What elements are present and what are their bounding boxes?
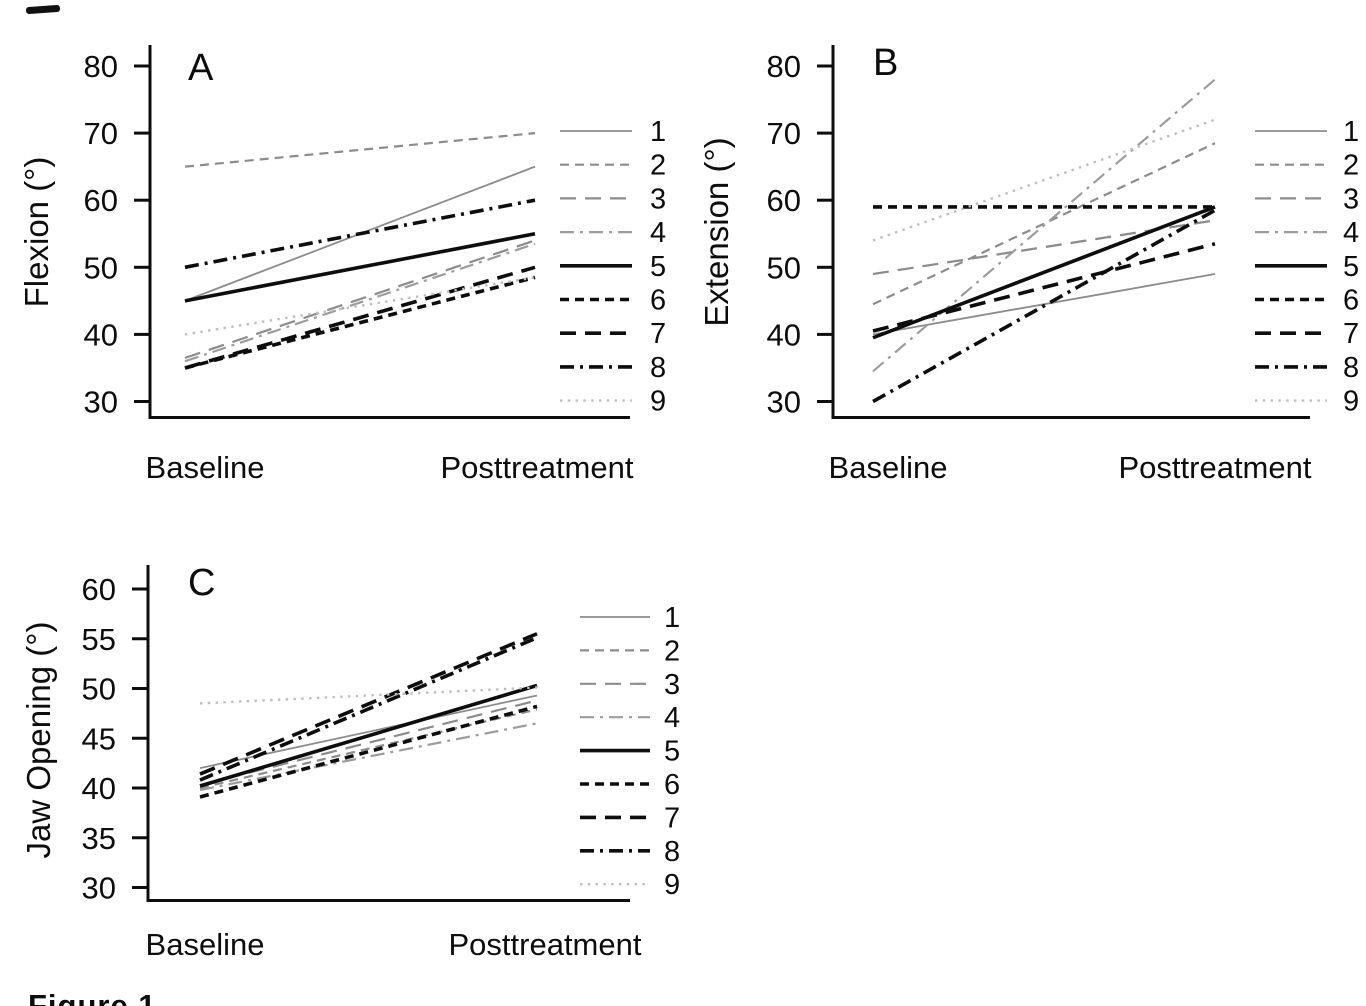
y-tick-label-30: 30 bbox=[82, 871, 116, 906]
y-tick-label-80: 80 bbox=[767, 49, 801, 84]
y-tick-label-60: 60 bbox=[767, 183, 801, 218]
y-tick-label-35: 35 bbox=[82, 821, 116, 856]
legend-label-6: 6 bbox=[1343, 285, 1359, 317]
legend-label-9: 9 bbox=[650, 386, 666, 418]
legend-label-7: 7 bbox=[664, 802, 680, 834]
y-tick-label-40: 40 bbox=[82, 771, 116, 806]
series-line-7 bbox=[199, 632, 538, 776]
legend-label-1: 1 bbox=[664, 602, 680, 634]
legend-label-9: 9 bbox=[664, 869, 680, 901]
legend-label-4: 4 bbox=[1343, 217, 1359, 249]
legend-label-2: 2 bbox=[1343, 150, 1359, 182]
y-tick-label-30: 30 bbox=[767, 385, 801, 420]
y-tick-label-40: 40 bbox=[767, 317, 801, 352]
y-tick-label-80: 80 bbox=[84, 49, 118, 84]
series-line-7 bbox=[184, 265, 536, 370]
series-line-5 bbox=[199, 683, 538, 788]
legend-label-5: 5 bbox=[650, 251, 666, 283]
x-category-label-baseline: Baseline bbox=[146, 450, 265, 485]
legend-label-5: 5 bbox=[1343, 251, 1359, 283]
x-category-label-baseline: Baseline bbox=[829, 450, 948, 485]
legend-label-1: 1 bbox=[1343, 116, 1359, 148]
series-line-9 bbox=[184, 276, 536, 336]
y-axis-label: Extension (°) bbox=[698, 137, 735, 326]
x-category-label-baseline: Baseline bbox=[146, 927, 265, 962]
y-axis-label: Flexion (°) bbox=[18, 157, 55, 308]
panel-c-jaw-opening: 60 55 50 45 40 35 30 Jaw Opening (°) C Baseline Po… bbox=[0, 503, 683, 1006]
flexion-line-chart: 80 70 60 50 40 30 Flexion (°) A Baseline Posttrea… bbox=[18, 45, 666, 485]
legend-label-2: 2 bbox=[650, 150, 666, 182]
series-line-8 bbox=[199, 636, 538, 782]
legend-label-6: 6 bbox=[664, 769, 680, 801]
extension-line-chart: 80 70 60 50 40 30 Extension (°) B Baseline Posttr… bbox=[698, 42, 1359, 485]
panel-title: A bbox=[188, 47, 214, 89]
legend-label-7: 7 bbox=[650, 318, 666, 350]
series-line-6 bbox=[199, 704, 538, 799]
series-line-2 bbox=[184, 132, 536, 168]
legend-label-1: 1 bbox=[650, 116, 666, 148]
series-line-9 bbox=[872, 118, 1216, 242]
legend-label-8: 8 bbox=[664, 836, 680, 868]
legend-label-3: 3 bbox=[664, 669, 680, 701]
legend-label-6: 6 bbox=[650, 285, 666, 317]
series-line-1 bbox=[199, 694, 538, 769]
series-line-3 bbox=[184, 239, 536, 359]
series-line-8 bbox=[872, 208, 1216, 404]
y-tick-label-50: 50 bbox=[84, 250, 118, 285]
x-category-label-posttreatment: Posttreatment bbox=[449, 927, 642, 962]
y-tick-label-45: 45 bbox=[82, 721, 116, 756]
y-tick-label-60: 60 bbox=[84, 183, 118, 218]
series-line-2 bbox=[199, 708, 538, 790]
x-category-label-posttreatment: Posttreatment bbox=[441, 450, 634, 485]
y-tick-label-60: 60 bbox=[82, 572, 116, 607]
panel-title: B bbox=[873, 42, 898, 84]
legend-label-8: 8 bbox=[1343, 352, 1359, 384]
figure-caption: Figure 1 bbox=[28, 988, 157, 1006]
panel-b-extension: 80 70 60 50 40 30 Extension (°) B Baseline Posttr… bbox=[683, 0, 1366, 503]
legend-label-4: 4 bbox=[664, 702, 680, 734]
series-line-8 bbox=[184, 198, 536, 270]
legend-label-2: 2 bbox=[664, 635, 680, 667]
legend-label-3: 3 bbox=[1343, 183, 1359, 215]
series-line-5 bbox=[184, 231, 536, 303]
legend-label-7: 7 bbox=[1343, 318, 1359, 350]
legend-label-3: 3 bbox=[650, 183, 666, 215]
panel-title: C bbox=[188, 562, 215, 604]
y-tick-label-30: 30 bbox=[84, 385, 118, 420]
y-tick-label-55: 55 bbox=[82, 622, 116, 657]
series-line-9 bbox=[199, 686, 538, 705]
legend-label-9: 9 bbox=[1343, 386, 1359, 418]
y-tick-label-70: 70 bbox=[84, 116, 118, 151]
x-category-label-posttreatment: Posttreatment bbox=[1119, 450, 1312, 485]
y-tick-label-70: 70 bbox=[767, 116, 801, 151]
y-tick-label-50: 50 bbox=[82, 672, 116, 707]
series-line-2 bbox=[872, 142, 1216, 306]
y-axis-label: Jaw Opening (°) bbox=[20, 622, 57, 859]
legend-label-8: 8 bbox=[650, 352, 666, 384]
y-tick-label-40: 40 bbox=[84, 317, 118, 352]
y-tick-label-50: 50 bbox=[767, 250, 801, 285]
legend-label-5: 5 bbox=[664, 736, 680, 768]
series-line-4 bbox=[872, 78, 1216, 373]
legend-label-4: 4 bbox=[650, 217, 666, 249]
panel-a-flexion: 80 70 60 50 40 30 Flexion (°) A Baseline Posttrea… bbox=[0, 0, 683, 503]
series-line-7 bbox=[872, 242, 1216, 333]
series-line-4 bbox=[184, 242, 536, 363]
